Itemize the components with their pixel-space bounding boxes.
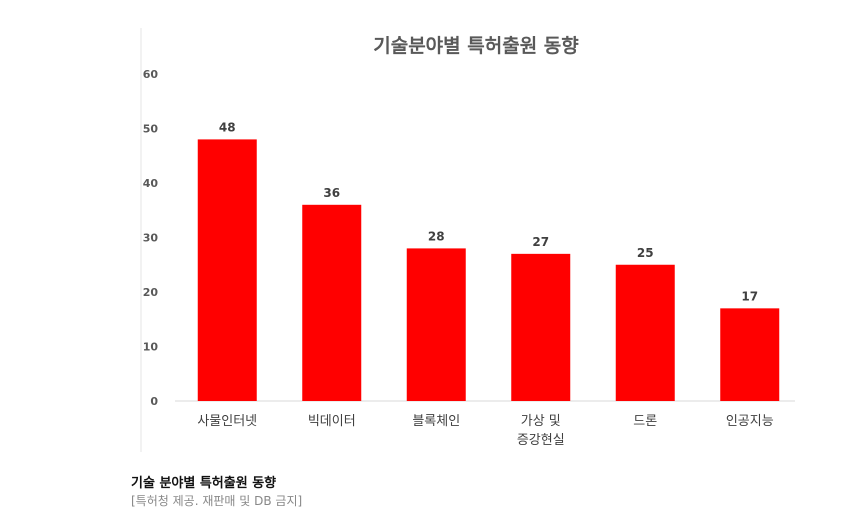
y-tick-label: 0 xyxy=(150,395,158,408)
y-axis-ticks: 0 10 20 30 40 50 60 xyxy=(143,68,159,408)
figure-source: [특허청 제공. 재판매 및 DB 금지] xyxy=(131,494,303,508)
y-tick-label: 60 xyxy=(143,68,159,81)
y-tick-label: 20 xyxy=(143,286,159,299)
bar xyxy=(720,308,780,401)
data-labels: 48 36 28 27 25 17 xyxy=(219,120,758,303)
x-axis-ticks: 사물인터넷 빅데이터 블록체인 가상 및 증강현실 드론 인공지능 xyxy=(197,414,773,448)
bar-series xyxy=(197,139,780,401)
x-tick-label: 블록체인 xyxy=(412,414,460,429)
data-label: 27 xyxy=(532,235,549,249)
x-tick-label: 가상 및 증강현실 xyxy=(517,414,565,448)
data-label: 36 xyxy=(323,186,340,200)
bar xyxy=(197,139,257,401)
x-tick-label: 드론 xyxy=(633,414,657,429)
data-label: 48 xyxy=(219,120,236,134)
data-label: 28 xyxy=(428,229,445,243)
figure-caption: 기술 분야별 특허출원 동향 xyxy=(131,476,277,491)
x-tick-label: 사물인터넷 xyxy=(197,414,257,429)
chart-title: 기술분야별 특허출원 동향 xyxy=(373,35,579,57)
x-tick-label: 인공지능 xyxy=(726,414,774,429)
bar xyxy=(615,264,675,401)
data-label: 17 xyxy=(741,289,758,303)
y-tick-label: 10 xyxy=(143,341,159,354)
y-tick-label: 50 xyxy=(143,123,159,136)
bar xyxy=(302,204,362,401)
y-tick-label: 30 xyxy=(143,232,159,245)
bar xyxy=(511,253,571,401)
y-tick-label: 40 xyxy=(143,177,159,190)
data-label: 25 xyxy=(637,246,654,260)
bar xyxy=(406,248,466,401)
x-tick-label: 빅데이터 xyxy=(308,414,356,429)
